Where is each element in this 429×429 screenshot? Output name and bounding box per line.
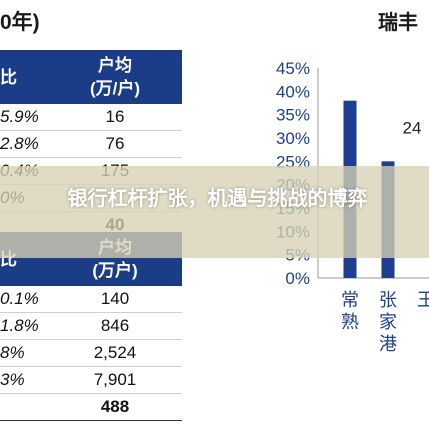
top-table-header-avg: 户均 (万/户): [48, 50, 182, 104]
x-tick-label: 熟: [341, 312, 359, 332]
table-total-row: 488: [0, 393, 182, 421]
ratio-cell: 3%: [0, 366, 48, 394]
avg-total-cell: 488: [48, 393, 182, 421]
banner-overlay: [0, 166, 429, 258]
top-table-header-ratio: 比: [0, 50, 48, 104]
x-tick-label: 家: [379, 312, 397, 332]
avg-cell: 140: [48, 286, 182, 313]
avg-cell: 2,524: [48, 339, 182, 367]
x-tick-label: 常: [341, 290, 359, 310]
y-tick-label: 40%: [276, 82, 310, 101]
ratio-cell: 1.8%: [0, 312, 48, 340]
ratio-cell: 2.8%: [0, 130, 48, 158]
ratio-cell: 8%: [0, 339, 48, 367]
x-tick-label: 张: [379, 290, 397, 310]
left-panel-title: 0年): [0, 11, 40, 34]
avg-cell: 16: [48, 104, 182, 131]
x-tick-label: 港: [379, 334, 397, 354]
bar-data-label: 24: [403, 118, 422, 137]
ratio-cell: 0.1%: [0, 286, 48, 313]
banner-headline: 银行杠杆扩张，机遇与挑战的博弈: [67, 188, 368, 210]
avg-cell: 76: [48, 130, 182, 158]
y-tick-label: 0%: [285, 269, 310, 288]
table-row: 0.1% 140: [0, 286, 182, 313]
table-row: 1.8% 846: [0, 312, 182, 340]
avg-cell: 846: [48, 312, 182, 340]
y-tick-label: 45%: [276, 59, 310, 78]
table-row: 8% 2,524: [0, 339, 182, 367]
bottom-table: 比 户均 (万户) 0.1% 140 1.8% 846 8% 2,524 3% …: [0, 232, 182, 421]
ratio-cell: 5.9%: [0, 104, 48, 131]
table-row: 3% 7,901: [0, 366, 182, 394]
right-panel-title: 瑞丰: [378, 12, 418, 34]
y-tick-label: 35%: [276, 106, 310, 125]
x-tick-label: 王: [417, 290, 429, 310]
table-row: 2.8% 76: [0, 130, 182, 158]
y-tick-label: 30%: [276, 129, 310, 148]
avg-cell: 7,901: [48, 366, 182, 394]
ratio-cell: [0, 393, 48, 421]
table-row: 5.9% 16: [0, 104, 182, 131]
